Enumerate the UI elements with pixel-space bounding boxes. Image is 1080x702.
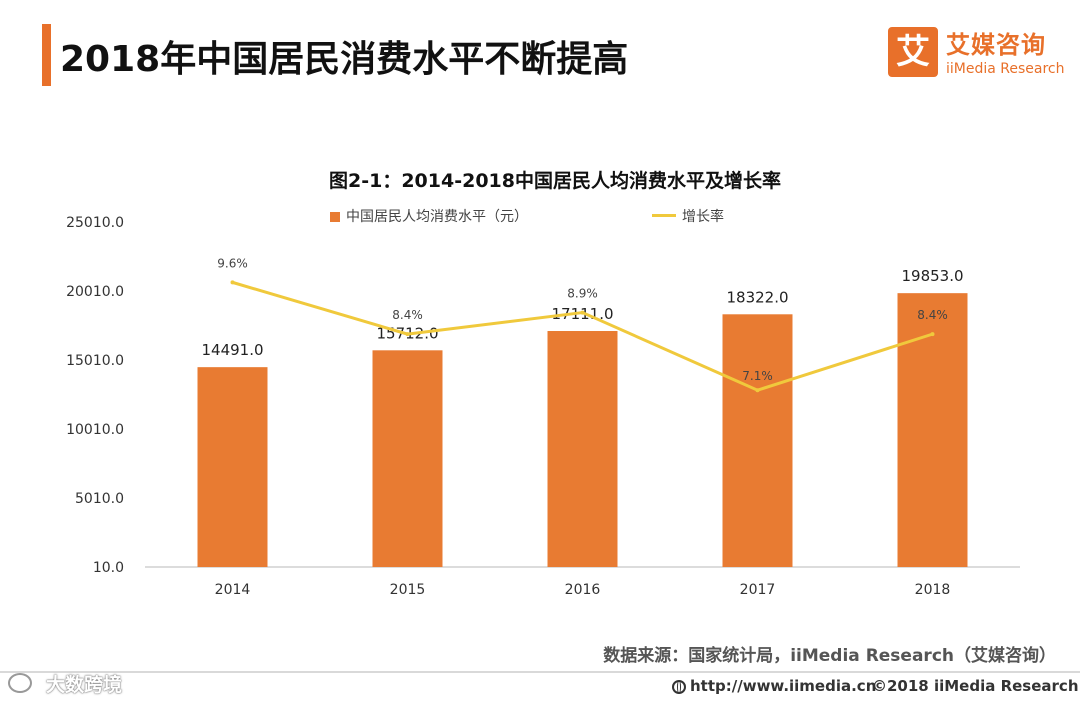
x-tick-label: 2016 — [565, 582, 601, 598]
y-tick-label: 10.0 — [93, 560, 124, 576]
growth-rate-label: 8.4% — [392, 308, 423, 322]
legend-item-consumption: 中国居民人均消费水平（元） — [330, 206, 528, 226]
growth-point — [405, 332, 410, 337]
growth-rate-label: 8.4% — [917, 308, 948, 322]
legend-line-swatch — [652, 214, 676, 217]
watermark-text: 大数跨境 — [46, 674, 123, 696]
page-title: 2018年中国居民消费水平不断提高 — [60, 39, 629, 80]
x-tick-label: 2018 — [915, 582, 951, 598]
bar — [197, 367, 268, 567]
bar — [547, 331, 618, 567]
bar — [897, 293, 968, 567]
x-tick-label: 2015 — [390, 582, 426, 598]
globe-icon — [672, 680, 686, 694]
footer-url-text[interactable]: http://www.iimedia.cn — [690, 677, 877, 695]
watermark: 大数跨境 — [8, 670, 122, 697]
footer-divider — [0, 671, 1080, 673]
y-tick-label: 25010.0 — [66, 215, 124, 231]
logo-name-cn: 艾媒咨询 — [946, 31, 1046, 59]
growth-rate-label: 7.1% — [742, 369, 773, 383]
footer-copyright: ©2018 iiMedia Research Inc — [872, 677, 1080, 695]
x-tick-label: 2014 — [215, 582, 251, 598]
growth-point — [930, 332, 935, 337]
y-tick-label: 15010.0 — [66, 353, 124, 369]
title-accent-bar — [42, 24, 51, 86]
chart-title: 图2-1：2014-2018中国居民人均消费水平及增长率 — [329, 170, 781, 192]
data-source: 数据来源：国家统计局，iiMedia Research（艾媒咨询） — [603, 646, 1056, 666]
legend-label-growth: 增长率 — [682, 209, 724, 225]
y-tick-label: 10010.0 — [66, 422, 124, 438]
logo-name-en: iiMedia Research — [946, 61, 1065, 77]
y-tick-label: 5010.0 — [75, 491, 124, 507]
iimedia-logo: 艾 艾媒咨询 iiMedia Research — [888, 27, 1068, 87]
y-tick-label: 20010.0 — [66, 284, 124, 300]
logo-icon: 艾 — [888, 27, 938, 77]
growth-point — [230, 280, 235, 285]
growth-point — [580, 310, 585, 315]
bar — [722, 314, 793, 567]
growth-point — [755, 388, 760, 393]
x-tick-label: 2017 — [740, 582, 776, 598]
growth-rate-label: 8.9% — [567, 287, 598, 301]
bar-value-label: 18322.0 — [726, 288, 788, 306]
bar-value-label: 14491.0 — [201, 341, 263, 359]
legend-bar-swatch — [330, 212, 340, 222]
footer-url[interactable]: http://www.iimedia.cn — [672, 677, 876, 695]
bar — [372, 350, 443, 567]
legend-item-growth: 增长率 — [652, 206, 724, 226]
weibo-icon — [8, 673, 32, 693]
growth-rate-label: 9.6% — [217, 256, 248, 270]
legend-label-consumption: 中国居民人均消费水平（元） — [346, 209, 528, 225]
bar-value-label: 19853.0 — [901, 267, 963, 285]
